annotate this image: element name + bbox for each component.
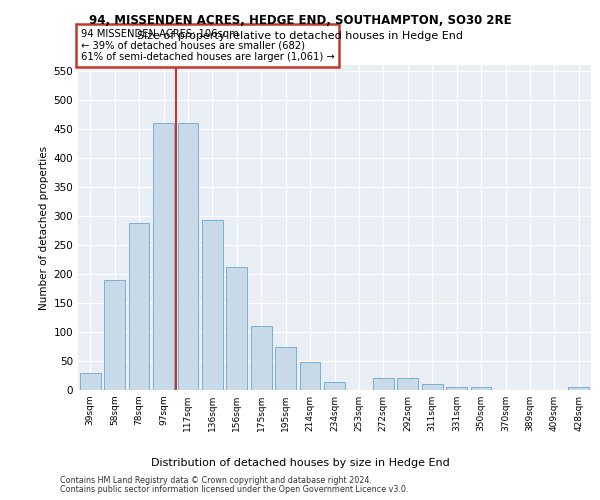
Text: Contains HM Land Registry data © Crown copyright and database right 2024.: Contains HM Land Registry data © Crown c… [60, 476, 372, 485]
Text: Contains public sector information licensed under the Open Government Licence v3: Contains public sector information licen… [60, 485, 409, 494]
Bar [568, 387, 589, 390]
Bar [128, 223, 149, 390]
Y-axis label: Number of detached properties: Number of detached properties [39, 146, 49, 310]
Text: Distribution of detached houses by size in Hedge End: Distribution of detached houses by size … [151, 458, 449, 468]
Bar [178, 123, 199, 390]
Bar [251, 326, 272, 390]
Text: 94 MISSENDEN ACRES: 106sqm
← 39% of detached houses are smaller (682)
61% of sem: 94 MISSENDEN ACRES: 106sqm ← 39% of deta… [80, 28, 334, 62]
Bar [422, 384, 443, 390]
Bar [153, 123, 174, 390]
Bar [80, 372, 101, 390]
Text: 94, MISSENDEN ACRES, HEDGE END, SOUTHAMPTON, SO30 2RE: 94, MISSENDEN ACRES, HEDGE END, SOUTHAMP… [89, 14, 511, 27]
Bar [324, 382, 345, 390]
Bar [104, 280, 125, 390]
Text: Size of property relative to detached houses in Hedge End: Size of property relative to detached ho… [137, 31, 463, 41]
Bar [373, 378, 394, 390]
Bar [226, 267, 247, 390]
Bar [446, 387, 467, 390]
Bar [202, 220, 223, 390]
Bar [275, 347, 296, 390]
Bar [470, 387, 491, 390]
Bar [299, 362, 320, 390]
Bar [397, 378, 418, 390]
